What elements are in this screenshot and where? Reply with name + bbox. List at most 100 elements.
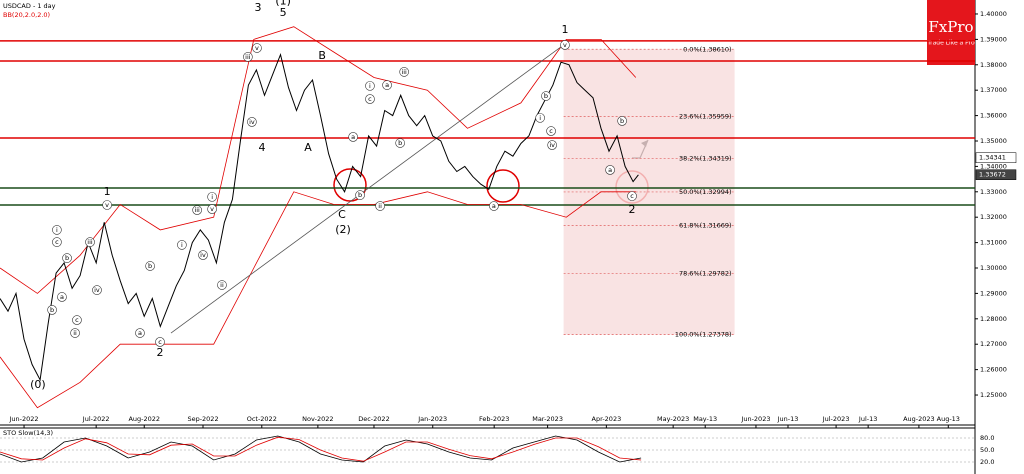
wave-label: c — [549, 127, 553, 135]
x-tick-label: Feb-2023 — [479, 415, 509, 423]
y-tick-label: 1.39000 — [980, 35, 1007, 43]
y-tick-label: 1.29000 — [980, 289, 1007, 297]
wave-label: b — [398, 139, 402, 147]
wave-circle — [52, 225, 62, 235]
wave-circle — [155, 337, 165, 347]
sto-tick-label: 50.0 — [980, 446, 994, 454]
wave-circle — [70, 328, 80, 338]
wave-label: v — [563, 41, 567, 49]
wave-circle — [243, 52, 253, 62]
wave-circle — [72, 315, 82, 325]
wave-label: iii — [401, 68, 407, 76]
wave-circle — [365, 94, 375, 104]
x-tick-label: Jun-2022 — [9, 415, 39, 423]
wave-label: B — [318, 49, 326, 62]
wave-label: a — [492, 202, 496, 210]
wave-label: b — [620, 117, 624, 125]
sto-tick-label: 20.0 — [980, 458, 994, 466]
fib-label: 78.6%(1.29782) — [679, 270, 732, 278]
x-tick-label: Jul-2022 — [82, 415, 110, 423]
wave-circle — [145, 261, 155, 271]
highlight-circle — [333, 168, 367, 202]
wave-label: iii — [87, 238, 93, 246]
sto-line — [0, 435, 642, 463]
wave-circle — [375, 201, 385, 211]
wave-label: ii — [220, 281, 224, 289]
y-tick-label: 1.25000 — [980, 391, 1007, 399]
wave-label: 4 — [259, 141, 266, 154]
wave-circle — [135, 328, 145, 338]
wave-label: C — [338, 208, 346, 221]
wave-circle — [102, 200, 112, 210]
sto-tick-label: 80.0 — [980, 434, 994, 442]
y-tick-label: 1.40000 — [980, 10, 1007, 18]
x-tick-label: Aug-2022 — [128, 415, 160, 423]
wave-label: a — [385, 81, 389, 89]
sto-label: STO Slow(14,3) — [3, 429, 53, 437]
wave-label: c — [630, 192, 634, 200]
wave-label: b — [544, 92, 548, 100]
wave-circle — [395, 138, 405, 148]
wave-circle — [617, 116, 627, 126]
price-line — [0, 52, 639, 382]
x-tick-label: Aug-13 — [937, 415, 960, 423]
wave-circle — [365, 81, 375, 91]
x-tick-label: Jun-2023 — [740, 415, 770, 423]
x-tick-label: Apr-2023 — [592, 415, 622, 423]
y-tick-label: 1.30000 — [980, 264, 1007, 272]
price-tag-label: 1.34341 — [979, 154, 1006, 162]
price-tag-label: 1.33672 — [979, 171, 1006, 179]
wave-label: 2 — [629, 203, 636, 216]
wave-label: a — [60, 293, 64, 301]
x-tick-label: Jul-13 — [858, 415, 877, 423]
wave-circle — [252, 43, 262, 53]
y-tick-label: 1.33000 — [980, 188, 1007, 196]
x-tick-label: May-2023 — [657, 415, 689, 423]
x-tick-label: May-13 — [693, 415, 717, 423]
sto-line — [0, 436, 642, 462]
wave-circle — [198, 250, 208, 260]
wave-label: (2) — [335, 223, 351, 236]
wave-label: b — [50, 306, 54, 314]
wave-label: c — [75, 316, 79, 324]
wave-label: 3 — [255, 1, 262, 14]
wave-circle — [217, 280, 227, 290]
wave-label: b — [148, 262, 152, 270]
trendline — [170, 44, 564, 334]
wave-label: iii — [245, 53, 251, 61]
x-tick-label: Nov-2022 — [302, 415, 333, 423]
wave-circle — [560, 40, 570, 50]
wave-label: v — [210, 205, 214, 213]
fib-label: 100.0%(1.27378) — [675, 331, 732, 339]
bollinger-band — [0, 191, 636, 409]
x-tick-label: Mar-2023 — [532, 415, 563, 423]
y-tick-label: 1.27000 — [980, 340, 1007, 348]
fib-label: 38.2%(1.34319) — [679, 154, 732, 162]
wave-circle — [546, 126, 556, 136]
wave-label: ii — [378, 202, 382, 210]
wave-label: v — [105, 201, 109, 209]
wave-label: 5 — [280, 6, 287, 19]
wave-circle — [92, 285, 102, 295]
fib-label: 23.6%(1.35959) — [679, 113, 732, 121]
y-tick-label: 1.34000 — [980, 162, 1007, 170]
x-tick-label: Oct-2022 — [247, 415, 277, 423]
wave-label: i — [211, 193, 213, 201]
wave-circle — [547, 140, 557, 150]
chart-title: USDCAD - 1 day — [3, 2, 56, 10]
wave-label: a — [351, 133, 355, 141]
wave-circle — [207, 192, 217, 202]
wave-circle — [62, 253, 72, 263]
wave-label: i — [181, 241, 183, 249]
wave-label: i — [369, 82, 371, 90]
wave-label: 1 — [104, 185, 111, 198]
y-tick-label: 1.28000 — [980, 315, 1007, 323]
wave-label: iii — [194, 206, 200, 214]
y-tick-label: 1.35000 — [980, 137, 1007, 145]
brand-tagline: Trade Like a Pro — [926, 40, 975, 47]
wave-label: (0) — [30, 378, 46, 391]
wave-label: c — [158, 338, 162, 346]
wave-label: (1) — [275, 0, 291, 7]
wave-label: iv — [200, 251, 206, 259]
